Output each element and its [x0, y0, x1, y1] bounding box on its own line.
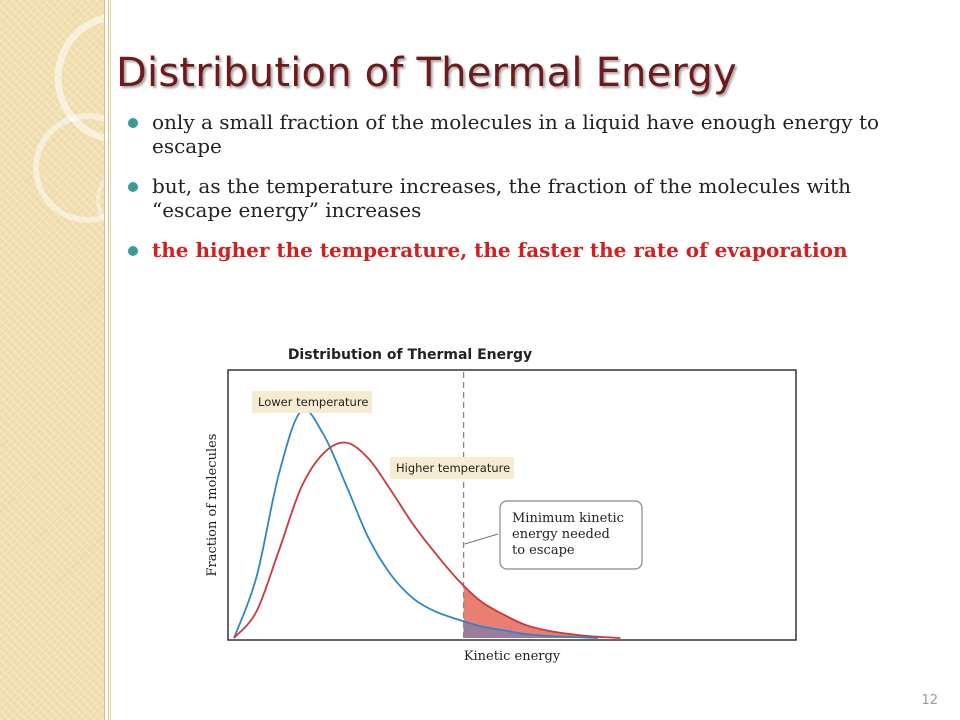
lower-temperature-label: Lower temperature: [252, 391, 372, 413]
bullet-dot-icon: [128, 246, 138, 256]
side-divider: [104, 0, 109, 720]
higher-temperature-label: Higher temperature: [390, 457, 514, 479]
bullet-item: but, as the temperature increases, the f…: [128, 174, 928, 222]
callout-text-line: energy needed: [512, 527, 610, 542]
bullet-item: only a small fraction of the molecules i…: [128, 110, 928, 158]
escape-region-lower: [463, 621, 598, 638]
callout-box: [499, 500, 643, 570]
bullet-dot-icon: [128, 182, 138, 192]
bullet-text: but, as the temperature increases, the f…: [152, 174, 852, 222]
higher-temperature-curve: [233, 441, 621, 639]
lower-temperature-label-text: Lower temperature: [258, 395, 368, 409]
escape-region-higher: [463, 585, 621, 638]
bullet-dot-icon: [128, 118, 138, 128]
bullet-item-emphasis: the higher the temperature, the faster t…: [128, 238, 928, 262]
callout-text-line: Minimum kinetic: [512, 511, 624, 526]
decorative-circles: [33, 12, 160, 232]
y-axis-label: Fraction of molecules: [205, 434, 220, 577]
thermal-energy-chart: Distribution of Thermal Energy Lower tem…: [205, 347, 797, 664]
side-decoration-band: [0, 0, 104, 720]
lower-temperature-label-box: [252, 391, 372, 413]
chart-title: Distribution of Thermal Energy: [288, 347, 532, 363]
higher-temperature-label-text: Higher temperature: [396, 461, 510, 475]
callout-pointer: [464, 533, 499, 545]
callout-text-line: to escape: [512, 543, 575, 558]
bullet-text: the higher the temperature, the faster t…: [152, 238, 848, 262]
higher-temperature-label-box: [390, 457, 514, 479]
slide-title: Distribution of Thermal Energy: [116, 50, 737, 96]
side-divider-thin: [110, 0, 111, 720]
bullet-text: only a small fraction of the molecules i…: [152, 110, 880, 158]
bullet-list: only a small fraction of the molecules i…: [128, 110, 928, 278]
lower-temperature-curve: [233, 408, 599, 639]
x-axis-label: Kinetic energy: [464, 649, 561, 664]
page-number: 12: [921, 693, 938, 708]
